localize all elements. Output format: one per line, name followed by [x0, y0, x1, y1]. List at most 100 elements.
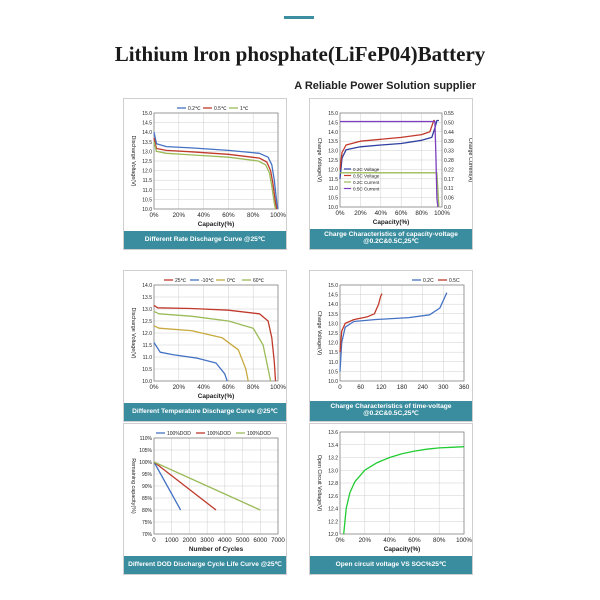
y-tick-label: 11.0: [329, 186, 339, 192]
x-axis-label: Capacity(%): [198, 393, 235, 400]
y-tick-label: 15.0: [328, 111, 338, 117]
x-tick-label: 80%: [433, 537, 446, 544]
y2-tick-label: 0.22: [444, 167, 454, 173]
x-tick-label: 180: [397, 384, 408, 391]
x-tick-label: 60%: [408, 537, 421, 544]
y-tick-label: 13.0: [142, 307, 152, 313]
x-axis-label: Capacity(%): [384, 546, 421, 553]
x-tick-label: 6000: [253, 537, 267, 544]
series-line-3: [153, 310, 272, 382]
y-tick-label: 15.0: [142, 111, 152, 117]
series-line-3: [340, 120, 439, 208]
y-tick-label: 12.5: [142, 159, 152, 165]
y-tick-label: 105%: [139, 448, 152, 454]
y-tick-label: 10.5: [142, 367, 152, 373]
legend-label: 0.2C: [423, 278, 434, 284]
legend-label: 0.5℃: [214, 106, 227, 112]
y-tick-label: 12.2: [328, 519, 338, 525]
series-line-1: [339, 119, 435, 170]
y-tick-label: 12.8: [328, 481, 338, 487]
x-tick-label: 3000: [200, 537, 214, 544]
chart-caption: Different DOD Discharge Cycle Life Curve…: [124, 556, 286, 574]
y-tick-label: 100%: [139, 460, 152, 466]
y-tick-label: 13.0: [328, 149, 338, 155]
chart-panel-rate-discharge: 0% 20% 40% 60% 80% 100% 10.0 10.5 11.0 11.5 12.0 12…: [123, 98, 287, 250]
y2-tick-label: 0.17: [444, 177, 454, 183]
x-tick-label: 20%: [173, 384, 186, 391]
x-axis-label: Number of Cycles: [189, 546, 244, 553]
chart-svg: 0 1000 2000 3000 4000 5000 6000 7000 70% 75% 80% 85…: [130, 431, 285, 553]
y2-tick-label: 0.39: [444, 139, 454, 145]
legend-label: 0.5C Current: [353, 187, 380, 192]
y-tick-label: 11.0: [329, 360, 339, 366]
y-tick-label: 95%: [142, 472, 153, 478]
y-tick-label: 12.5: [328, 331, 338, 337]
x-tick-label: 120: [376, 384, 387, 391]
y-tick-label: 14.0: [328, 130, 338, 136]
x-tick-label: 5000: [236, 537, 250, 544]
chart-panel-ocv-soc: 0% 20% 40% 60% 80% 100% 12.0 12.2 12.4 12.6 12.8 13…: [309, 423, 473, 575]
chart-panel-charge-time: 0 60 120 180 240 300 360 10.0 10.5 11.0 11.5 12.0 12…: [309, 270, 473, 422]
chart-svg: 0% 20% 40% 60% 80% 100% 12.0 12.2 12.4 12.6 12.8 13…: [316, 430, 472, 553]
x-tick-label: 60%: [222, 212, 235, 219]
y-tick-label: 11.5: [329, 350, 339, 356]
x-tick-label: 20%: [359, 537, 372, 544]
y-tick-label: 12.0: [142, 331, 152, 337]
y-tick-label: 14.5: [142, 121, 152, 127]
x-tick-label: 0%: [150, 212, 159, 219]
x-tick-label: 100%: [270, 384, 286, 391]
page-title: Lithium lron phosphate(LiFeP04)Battery: [114, 42, 486, 66]
chart-panel-charge-capacity: 0% 20% 40% 60% 80% 100% 10.0 10.5 11.0 11.5 12.0 12…: [309, 98, 473, 250]
y-tick-label: 13.4: [328, 443, 338, 449]
legend-label: 0.2C Current: [353, 180, 380, 185]
y2-tick-label: 0.44: [444, 130, 454, 136]
y-tick-label: 12.5: [142, 319, 152, 325]
legend-label: 1℃: [240, 106, 249, 112]
legend-label: 25℃: [175, 278, 187, 284]
x-tick-label: 0: [338, 384, 342, 391]
series-line-1: [339, 293, 383, 353]
plot-frame: [339, 284, 465, 382]
x-tick-label: 40%: [383, 537, 396, 544]
series-line-2: [340, 172, 440, 208]
x-tick-label: 240: [418, 384, 429, 391]
y-tick-label: 13.0: [328, 468, 338, 474]
x-axis-label: Capacity(%): [198, 221, 235, 228]
y-tick-label: 11.0: [143, 188, 153, 194]
x-tick-label: 60: [357, 384, 364, 391]
y2-axis-label: Charge Current(A): [467, 138, 472, 183]
y-tick-label: 10.0: [142, 379, 152, 385]
chart-caption: Different Temperature Discharge Curve @2…: [124, 403, 286, 421]
legend-label: 100%DOD: [207, 431, 231, 437]
y-tick-label: 13.0: [328, 321, 338, 327]
x-tick-label: 1000: [165, 537, 179, 544]
chart-caption: Open circuit voltage VS SOC%25℃: [310, 556, 472, 574]
legend-label: -10℃: [201, 278, 214, 284]
series-line-2: [153, 141, 277, 210]
y-tick-label: 13.2: [328, 456, 338, 462]
y-tick-label: 75%: [142, 520, 153, 526]
y-axis-label: Charge Voltage(V): [316, 311, 322, 356]
x-tick-label: 60%: [395, 210, 408, 217]
y-axis-label: Discharge Voltage(V): [130, 136, 136, 187]
y-tick-label: 13.5: [328, 139, 338, 145]
page-subtitle: A Reliable Power Solution supplier: [294, 80, 476, 92]
series-line-0: [343, 446, 465, 535]
y-tick-label: 12.6: [328, 494, 338, 500]
x-tick-label: 7000: [271, 537, 285, 544]
y-tick-label: 12.0: [328, 341, 338, 347]
chart-svg: 0% 20% 40% 60% 80% 100% 10.0 10.5 11.0 11.5 12.0 12…: [130, 278, 286, 400]
series-line-2: [153, 461, 261, 511]
y-tick-label: 85%: [142, 496, 153, 502]
x-tick-label: 300: [438, 384, 449, 391]
y-axis-label: Remaining capacity(%): [130, 458, 136, 514]
series-line-0: [153, 304, 277, 382]
x-tick-label: 0%: [150, 384, 159, 391]
y-tick-label: 12.0: [328, 532, 338, 538]
y-tick-label: 110%: [140, 436, 153, 442]
y2-tick-label: 0.28: [444, 158, 454, 164]
y-axis-label: Charge Voltage(V): [316, 138, 322, 183]
y-tick-label: 13.5: [328, 312, 338, 318]
x-tick-label: 80%: [415, 210, 428, 217]
y-tick-label: 11.5: [143, 343, 153, 349]
